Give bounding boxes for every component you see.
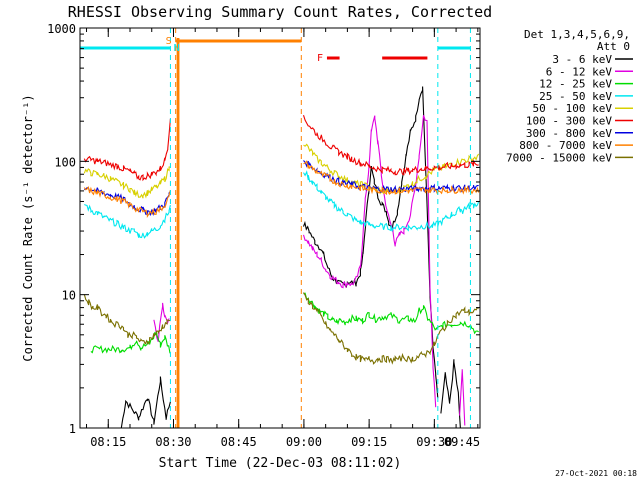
series-line-12-25-kev [90,331,171,354]
x-tick-label: 08:45 [221,435,257,449]
saa-label: S [166,36,172,47]
legend-label: 800 - 7000 keV [519,139,612,152]
night-label: N [174,43,180,54]
series-line-800-7000-kev [83,185,171,219]
series-line-7000-15000-kev [83,294,171,345]
series-line-300-800-kev [303,160,479,194]
y-axis-label: Corrected Count Rate (s⁻¹ detector⁻¹) [21,94,35,361]
series-line-3-6-kev [440,359,461,428]
legend-label: 25 - 50 keV [539,90,612,103]
plot-area [80,28,480,428]
x-axis-label: Start Time (22-Dec-03 08:11:02) [159,456,402,471]
chart-title: RHESSI Observing Summary Count Rates, Co… [68,3,492,21]
series-line-25-50-kev [84,203,171,239]
x-tick-label: 08:15 [90,435,126,449]
series-line-6-12-kev [302,115,437,408]
y-tick-label: 100 [54,155,76,169]
y-tick-label: 1 [69,422,76,436]
legend-label: 6 - 12 keV [546,65,613,78]
series-line-12-25-kev [303,292,479,335]
series-line-800-7000-kev [303,160,480,196]
series-line-6-12-kev [153,302,170,342]
legend-label: 12 - 25 keV [539,78,612,91]
y-axis: 1 10 100 1000 [47,22,480,436]
series-line-25-50-kev [303,170,480,233]
series-line-7000-15000-kev [303,292,479,365]
series-line-50-100-kev [83,166,171,199]
footer-timestamp: 27-Oct-2021 00:18 [555,469,637,478]
series-line-3-6-kev [120,376,171,428]
x-tick-label: 09:00 [286,435,322,449]
series-line-100-300-kev [83,118,171,182]
x-tick-label: 09:30 [416,435,452,449]
series-line-6-12-kev [459,369,466,426]
legend-label: 100 - 300 keV [526,115,612,128]
legend-header: Att 0 [597,40,630,53]
y-tick-label: 1000 [47,22,76,36]
flare-label: F [317,53,323,64]
legend-header: Det 1,3,4,5,6,9, [524,28,630,41]
series-line-3-6-kev [302,86,439,399]
x-tick-label: 09:45 [444,435,480,449]
legend-label: 300 - 800 keV [526,127,612,140]
x-tick-label: 08:30 [155,435,191,449]
plot-frame [79,27,481,429]
legend-label: 7000 - 15000 keV [506,151,612,164]
series-line-100-300-kev [302,115,479,176]
legend-label: 50 - 100 keV [533,102,613,115]
legend-label: 3 - 6 keV [552,53,612,66]
x-tick-label: 09:15 [351,435,387,449]
y-tick-label: 10 [62,289,76,303]
